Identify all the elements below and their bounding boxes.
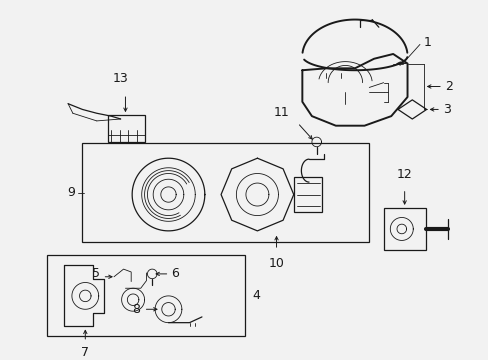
Text: 3: 3 — [442, 103, 450, 116]
Text: 8: 8 — [132, 303, 140, 316]
Bar — [383, 208, 425, 250]
Text: 4: 4 — [252, 289, 260, 302]
Text: 9: 9 — [67, 186, 75, 199]
Text: 10: 10 — [268, 257, 284, 270]
Text: 7: 7 — [81, 346, 89, 359]
Text: 1: 1 — [423, 36, 431, 49]
Text: 11: 11 — [274, 106, 289, 119]
Bar — [293, 177, 322, 212]
Bar — [82, 143, 368, 242]
Text: 13: 13 — [113, 72, 128, 85]
Bar — [47, 255, 244, 336]
Text: 12: 12 — [396, 168, 412, 181]
Bar — [108, 115, 144, 142]
Text: 6: 6 — [171, 267, 179, 280]
Text: 5: 5 — [91, 267, 100, 280]
Text: 2: 2 — [444, 80, 452, 93]
